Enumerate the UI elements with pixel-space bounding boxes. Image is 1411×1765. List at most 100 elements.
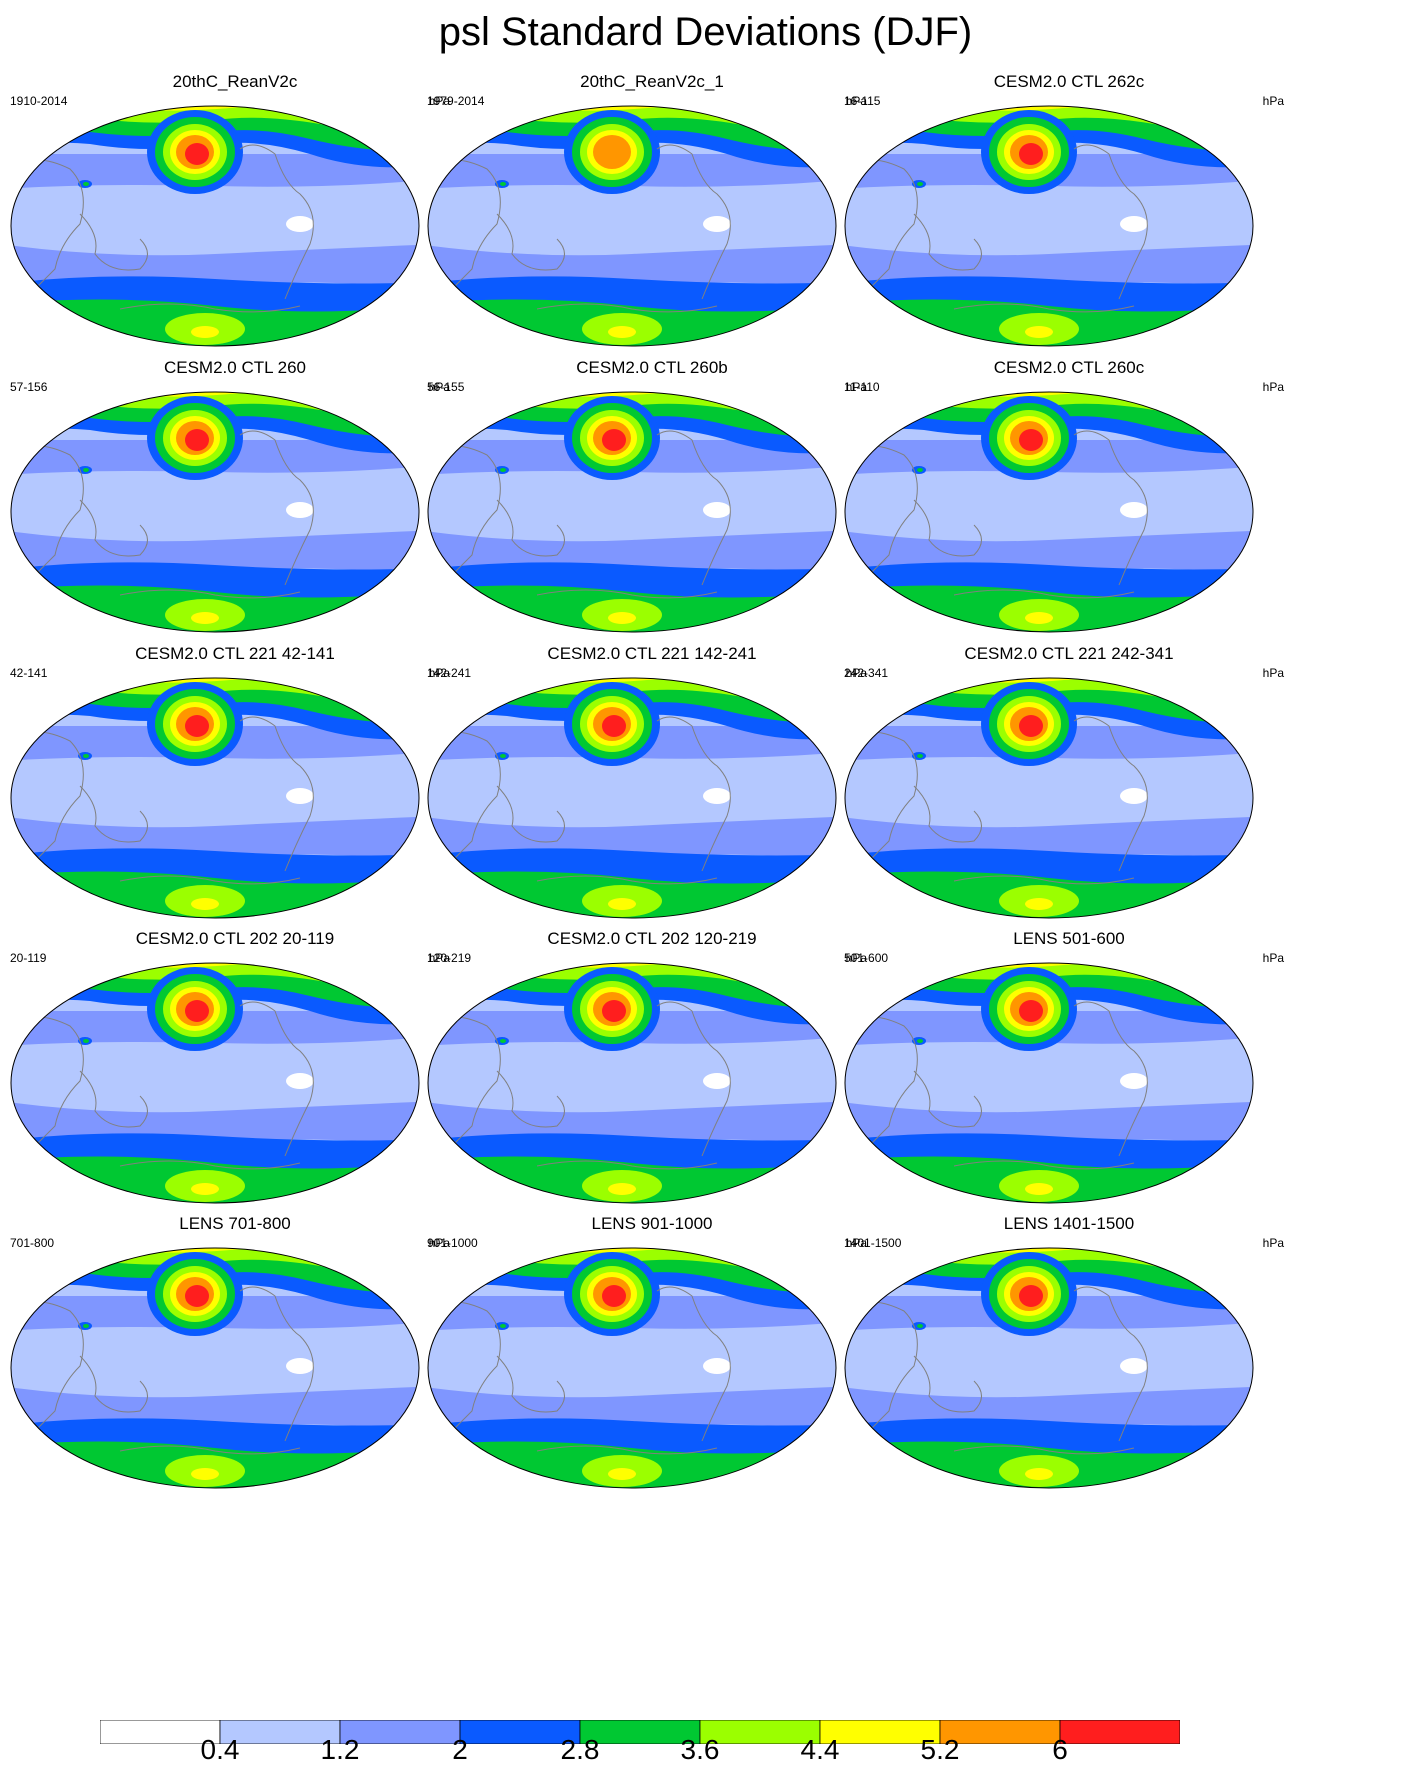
field-tibet-core xyxy=(83,468,89,472)
field-amazon-white xyxy=(286,502,314,518)
field-atlantic-core xyxy=(1164,678,1219,689)
panel-units: hPa xyxy=(845,666,867,680)
field-siberia-orange xyxy=(517,392,617,395)
coast-australia-asia xyxy=(913,785,982,843)
map-outline xyxy=(10,391,420,633)
field-tibet-core xyxy=(83,182,89,186)
panel-units: hPa xyxy=(1262,94,1284,108)
panel-units: hPa xyxy=(428,380,450,394)
coast-australia-asia xyxy=(496,213,565,271)
map-outline xyxy=(427,677,837,919)
coast-antarctica xyxy=(119,1160,301,1170)
coast-africa xyxy=(436,1016,501,1152)
field-amazon-white xyxy=(286,216,314,232)
panel-years: 1979-2014 xyxy=(427,94,485,108)
coast-antarctica xyxy=(536,1160,718,1170)
coast-africa xyxy=(19,1301,84,1437)
map-panel: CESM2.0 CTL 260b 56-155 hPa xyxy=(417,358,887,678)
coast-antarctica xyxy=(953,1160,1135,1170)
coast-americas xyxy=(656,144,731,300)
coast-americas xyxy=(1073,716,1148,872)
panel-title: LENS 901-1000 xyxy=(591,1214,713,1233)
map-outline xyxy=(427,962,837,1204)
panel-years: 11-110 xyxy=(844,380,880,394)
field-siberia-orange xyxy=(517,678,617,681)
panel-title: CESM2.0 CTL 202 120-219 xyxy=(547,929,757,948)
aleutian-core xyxy=(602,429,626,451)
world-map xyxy=(844,677,1254,919)
coast-australia-asia xyxy=(913,1070,982,1128)
coast-antarctica xyxy=(953,1445,1135,1455)
field-siberia-orange xyxy=(100,1248,200,1251)
coast-americas xyxy=(656,430,731,586)
coast-africa xyxy=(436,731,501,867)
panel-years: 16-115 xyxy=(844,94,881,108)
field-atlantic-orange xyxy=(300,1248,400,1266)
colorbar-tick-label: 0.4 xyxy=(200,1734,240,1765)
panel-units: hPa xyxy=(428,951,450,965)
aleutian-core xyxy=(1019,1285,1043,1307)
field-tibet-core xyxy=(500,1324,506,1328)
aleutian-core xyxy=(185,429,209,451)
panel-years: 20-119 xyxy=(10,951,47,965)
coast-australia-asia xyxy=(913,499,982,557)
field-atlantic-orange xyxy=(717,678,817,696)
coast-antarctica xyxy=(119,303,301,313)
coast-australia-asia xyxy=(913,1355,982,1413)
aleutian-core xyxy=(185,143,209,165)
panel-grid: 20thC_ReanV2c 1910-2014 hPa 20thC_ReanV2c_1… xyxy=(0,72,1304,1534)
field-siberia-orange xyxy=(934,392,1034,395)
coast-americas xyxy=(239,716,314,872)
field-tibet-core xyxy=(500,754,506,758)
field-tibet-core xyxy=(83,754,89,758)
map-panel: LENS 501-600 501-600 hPa xyxy=(834,929,1304,1249)
coast-americas xyxy=(1073,430,1148,586)
field-siberia-orange xyxy=(934,106,1034,109)
map-panel: CESM2.0 CTL 202 120-219 120-219 hPa xyxy=(417,929,887,1249)
field-siberia-orange xyxy=(934,963,1034,966)
field-amazon-white xyxy=(703,788,731,804)
aleutian-core xyxy=(1019,1000,1043,1022)
field-antarctic-core xyxy=(608,1183,636,1195)
panel-title: CESM2.0 CTL 202 20-119 xyxy=(135,929,335,948)
aleutian-core xyxy=(1019,715,1043,737)
field-siberia-orange xyxy=(934,678,1034,681)
field-antarctic-core xyxy=(1025,898,1053,910)
colorbar-tick-label: 3.6 xyxy=(680,1734,720,1765)
coast-africa xyxy=(19,159,84,295)
field-tibet-core xyxy=(917,182,923,186)
world-map xyxy=(427,105,837,347)
field-tibet-core xyxy=(83,1039,89,1043)
panel-units: hPa xyxy=(1262,1236,1284,1250)
field-amazon-white xyxy=(703,502,731,518)
panel-title: 20thC_ReanV2c_1 xyxy=(580,72,724,91)
coast-antarctica xyxy=(119,875,301,885)
panel-units: hPa xyxy=(428,666,450,680)
panel-title: CESM2.0 CTL 260 xyxy=(163,358,307,377)
coast-antarctica xyxy=(536,589,718,599)
map-panel: LENS 901-1000 901-1000 hPa xyxy=(417,1214,887,1534)
field-atlantic-core xyxy=(330,106,385,117)
coast-australia-asia xyxy=(79,1355,148,1413)
field-tibet-core xyxy=(500,1039,506,1043)
field-antarctic-core xyxy=(608,1468,636,1480)
aleutian-core xyxy=(1019,143,1043,165)
world-map xyxy=(10,391,420,633)
map-outline xyxy=(844,105,1254,347)
field-tibet-core xyxy=(917,1324,923,1328)
panel-title: CESM2.0 CTL 260c xyxy=(993,358,1145,377)
field-atlantic-core xyxy=(1164,963,1219,974)
panel-title: CESM2.0 CTL 260b xyxy=(576,358,728,377)
aleutian-core xyxy=(602,715,626,737)
coast-americas xyxy=(239,1286,314,1442)
coast-antarctica xyxy=(953,875,1135,885)
panel-years: 701-800 xyxy=(10,1236,55,1250)
panel-years: 242-341 xyxy=(844,666,889,680)
map-panel: CESM2.0 CTL 202 20-119 20-119 hPa xyxy=(0,929,470,1249)
coast-americas xyxy=(1073,1286,1148,1442)
map-outline xyxy=(844,1247,1254,1489)
field-antarctic-core xyxy=(191,1468,219,1480)
coast-africa xyxy=(853,1016,918,1152)
colorbar-swatch xyxy=(819,1720,941,1744)
coast-americas xyxy=(656,1001,731,1157)
